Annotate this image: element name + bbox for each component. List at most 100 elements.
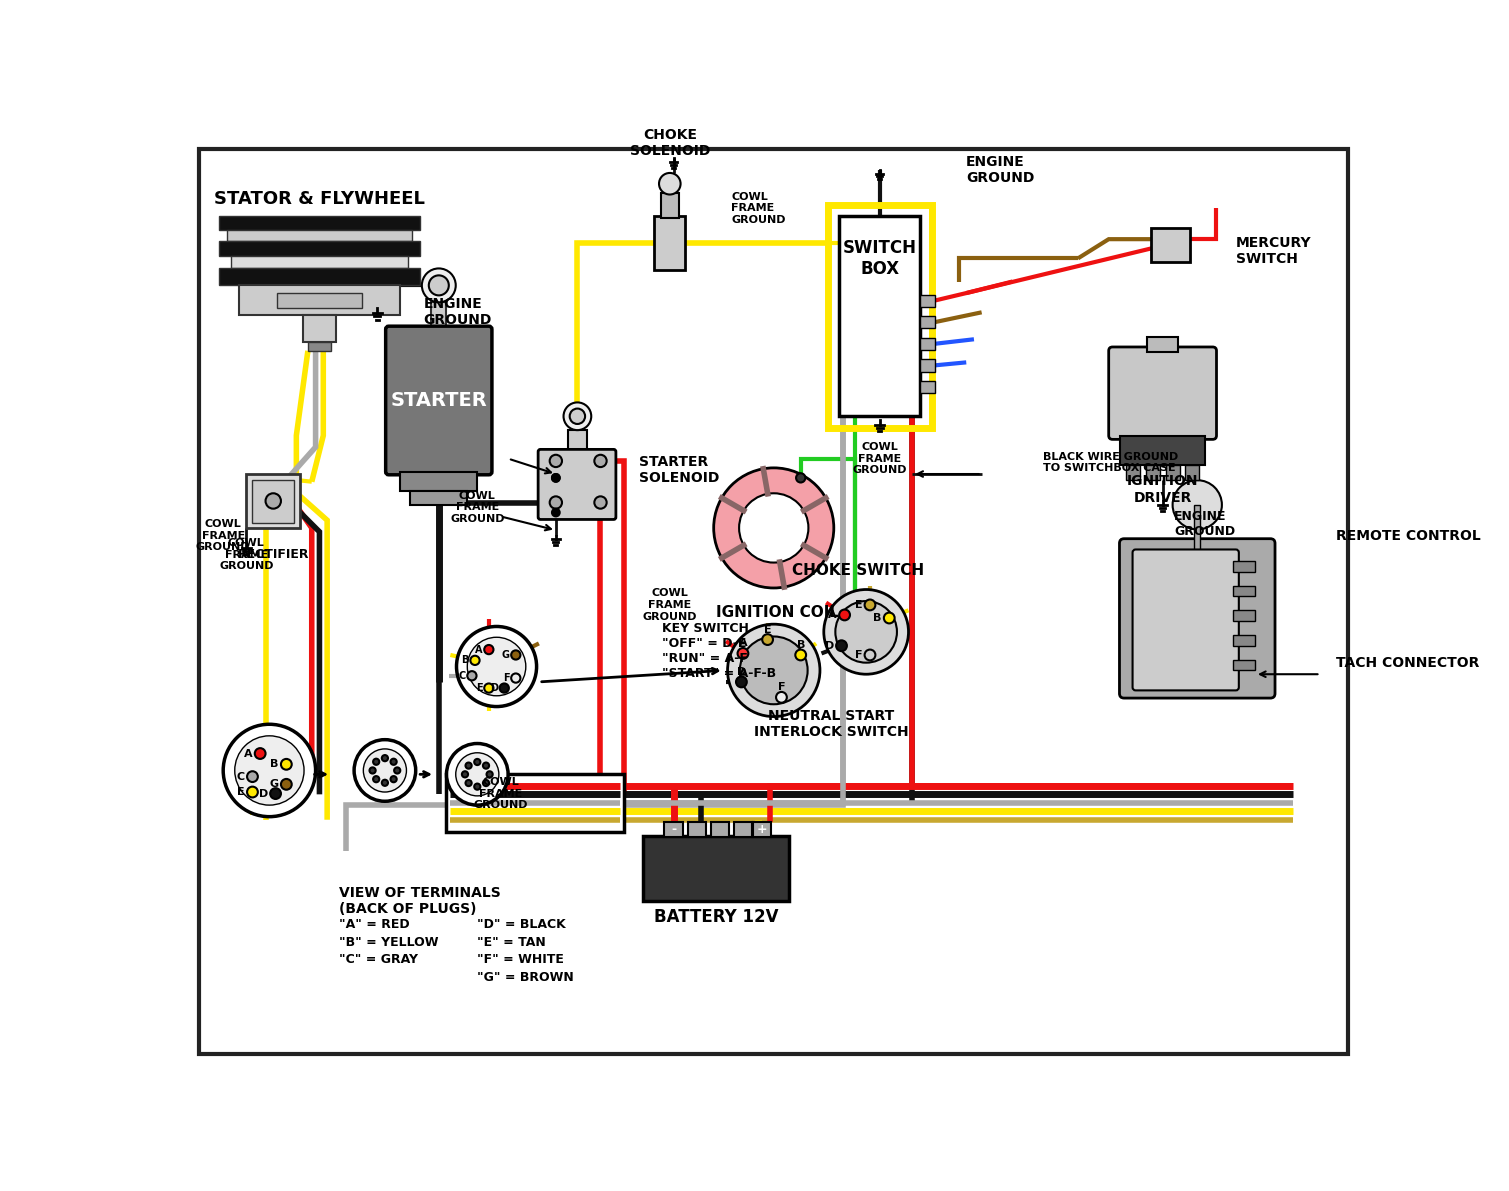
Bar (226, 230, 412, 241)
Circle shape (429, 275, 448, 295)
Circle shape (738, 648, 748, 659)
Bar (308, 342, 330, 351)
Text: COWL
FRAME
GROUND: COWL FRAME GROUND (643, 588, 697, 622)
Text: G: G (501, 650, 510, 660)
Circle shape (465, 762, 472, 768)
Circle shape (266, 493, 281, 509)
Text: A: A (738, 638, 747, 648)
Bar (1233, 660, 1255, 671)
Circle shape (736, 676, 747, 687)
Circle shape (465, 780, 472, 786)
Text: NEUTRAL START
INTERLOCK SWITCH: NEUTRAL START INTERLOCK SWITCH (754, 709, 908, 740)
Bar (219, 241, 420, 256)
Circle shape (549, 497, 561, 509)
Circle shape (865, 599, 875, 610)
Text: BLACK WIRE GROUND
TO SWITCHBOX CASE: BLACK WIRE GROUND TO SWITCHBOX CASE (1043, 451, 1179, 473)
Circle shape (468, 672, 477, 680)
Text: REMOTE CONTROL: REMOTE CONTROL (1335, 529, 1480, 543)
Circle shape (370, 767, 376, 773)
Bar (1233, 635, 1255, 646)
Circle shape (795, 649, 806, 660)
Circle shape (486, 772, 493, 778)
Text: F: F (777, 682, 785, 692)
Text: C: C (459, 671, 466, 681)
Circle shape (563, 403, 592, 430)
Bar (219, 268, 420, 286)
Circle shape (595, 497, 607, 509)
Bar (688, 822, 706, 837)
Bar (661, 193, 679, 218)
Bar (1147, 337, 1179, 353)
Bar (1185, 464, 1198, 480)
Circle shape (499, 684, 509, 693)
Circle shape (471, 656, 480, 665)
Text: B: B (874, 613, 881, 623)
Text: D: D (824, 641, 834, 650)
Bar (231, 256, 407, 268)
Circle shape (570, 409, 585, 424)
Circle shape (235, 736, 303, 805)
Text: MERCURY
SWITCH: MERCURY SWITCH (1236, 236, 1311, 266)
Circle shape (739, 636, 807, 704)
Bar (1233, 610, 1255, 621)
Text: ENGINE
GROUND: ENGINE GROUND (966, 155, 1035, 185)
Circle shape (462, 772, 468, 778)
Text: F: F (854, 650, 862, 660)
Circle shape (468, 637, 525, 696)
Text: E: E (475, 684, 483, 693)
Bar (1126, 464, 1141, 480)
Circle shape (484, 646, 493, 654)
Circle shape (484, 684, 493, 693)
Bar (1145, 464, 1159, 480)
Text: B: B (462, 655, 469, 666)
Bar (278, 293, 362, 308)
Text: E: E (764, 624, 771, 635)
Circle shape (474, 759, 480, 765)
Circle shape (659, 173, 681, 194)
Bar (238, 286, 400, 314)
Bar (920, 338, 936, 350)
Bar (1194, 505, 1200, 578)
Text: COWL
FRAME
GROUND: COWL FRAME GROUND (219, 538, 273, 572)
Text: ENGINE
GROUND: ENGINE GROUND (424, 298, 492, 328)
Circle shape (552, 474, 560, 481)
Circle shape (394, 767, 400, 773)
Text: B: B (270, 760, 279, 769)
Bar (1120, 436, 1206, 464)
Bar (753, 822, 771, 837)
Circle shape (447, 743, 509, 805)
Circle shape (739, 493, 809, 562)
Circle shape (247, 786, 258, 798)
Circle shape (836, 601, 896, 662)
Circle shape (355, 740, 415, 802)
Bar (252, 480, 294, 523)
FancyBboxPatch shape (386, 326, 492, 475)
Circle shape (797, 473, 806, 482)
Text: CHOKE SWITCH: CHOKE SWITCH (792, 563, 925, 578)
Bar (1165, 464, 1180, 480)
Circle shape (255, 748, 266, 759)
Bar (1233, 586, 1255, 597)
Circle shape (884, 612, 895, 623)
FancyBboxPatch shape (539, 449, 616, 519)
Text: COWL
FRAME
GROUND: COWL FRAME GROUND (732, 192, 786, 225)
Text: BATTERY 12V: BATTERY 12V (653, 908, 779, 925)
Circle shape (1172, 480, 1222, 530)
Bar (569, 430, 587, 451)
Circle shape (281, 759, 291, 769)
Circle shape (382, 780, 388, 786)
Circle shape (865, 649, 875, 660)
Text: "G" = BROWN: "G" = BROWN (477, 971, 573, 984)
Circle shape (552, 509, 560, 517)
Text: B: B (797, 640, 804, 650)
Text: ENGINE
GROUND: ENGINE GROUND (1174, 510, 1236, 538)
Text: RECTIFIER: RECTIFIER (237, 548, 309, 561)
Bar (733, 822, 751, 837)
Text: +: + (758, 823, 768, 836)
Bar (302, 314, 337, 342)
Text: D: D (258, 788, 269, 799)
Bar (920, 294, 936, 307)
Bar (409, 491, 468, 505)
Circle shape (391, 777, 397, 782)
Text: SWITCH
BOX: SWITCH BOX (842, 239, 916, 278)
